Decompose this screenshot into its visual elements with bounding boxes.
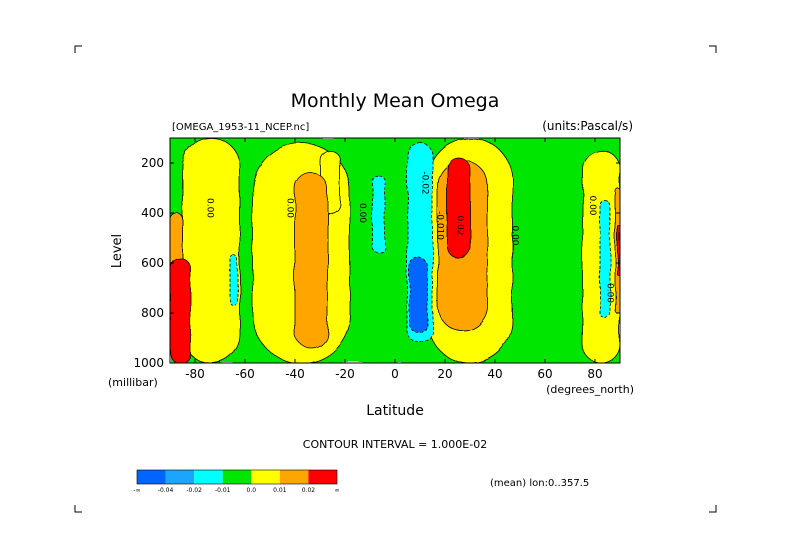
x-tick-label-4: 0: [391, 367, 399, 381]
x-tick-label-7: 60: [537, 367, 552, 381]
x-tick-label-2: -40: [285, 367, 305, 381]
chart-subtitle-right: (units:Pascal/s): [542, 119, 633, 133]
colorbar-swatch-2: [194, 470, 223, 484]
contour-label-3: -0.02: [420, 171, 430, 194]
colorbar: -∞ -0.04 -0.02 -0.01 0.0 0.01 0.02 ∞: [133, 469, 340, 494]
colorbar-label-5: 0.01: [273, 487, 287, 494]
x-tick-label-5: 20: [437, 367, 452, 381]
colorbar-swatch-5: [279, 470, 309, 484]
y-axis: 200 400 600 800 1000: [133, 156, 620, 370]
mean-annotation: (mean) lon:0..357.5: [490, 478, 589, 489]
contour-region-0: [170, 138, 620, 363]
colorbar-label-4: 0.0: [247, 487, 257, 494]
x-tick-label-1: -60: [235, 367, 255, 381]
contour-label-1: 0.00: [285, 198, 295, 218]
colorbar-swatch-1: [165, 470, 195, 484]
contour-label-4: -0.010: [435, 211, 445, 240]
colorbar-label-6: 0.02: [302, 487, 316, 494]
contour-region-16: [170, 257, 191, 363]
y-axis-label: Level: [110, 234, 125, 268]
colorbar-label-1: -0.04: [158, 487, 174, 494]
plot-area: 0.00 0.00 0.00 -0.02 -0.010 0.02 0.00 0.00 0.00: [170, 138, 620, 363]
contour-region-6: [294, 172, 328, 349]
contour-region-12: [229, 255, 238, 306]
x-tick-label-8: 80: [587, 367, 602, 381]
contour-label-0: 0.00: [205, 198, 215, 218]
contour-regions: [170, 138, 620, 363]
y-tick-label-0: 200: [141, 156, 164, 170]
contour-label-7: 0.00: [587, 195, 597, 215]
contour-label-6: 0.00: [510, 225, 520, 245]
contour-region-14: [409, 257, 428, 334]
colorbar-swatch-6: [308, 470, 337, 484]
y-tick-label-3: 800: [141, 306, 164, 320]
y-axis-units: (millibar): [108, 376, 158, 389]
contour-region-13: [599, 200, 611, 319]
y-tick-label-2: 600: [141, 256, 164, 270]
colorbar-swatch-3: [222, 470, 252, 484]
x-axis: -80 -60 -40 -20 0 20 40 60 80: [185, 138, 603, 381]
colorbar-label-3: -0.01: [215, 487, 231, 494]
colorbar-label-7: ∞: [335, 487, 340, 494]
colorbar-swatch-0: [137, 470, 166, 484]
contour-labels: 0.00 0.00 0.00 -0.02 -0.010 0.02 0.00 0.00 0.00: [205, 171, 615, 303]
colorbar-label-0: -∞: [133, 487, 140, 494]
colorbar-frame: [136, 469, 338, 485]
contour-label-2: 0.00: [357, 203, 367, 223]
y-tick-label-4: 1000: [133, 356, 164, 370]
x-axis-label: Latitude: [366, 403, 424, 419]
contour-region-1: [182, 138, 241, 363]
x-axis-units: (degrees_north): [546, 383, 634, 396]
colorbar-label-2: -0.02: [186, 487, 202, 494]
chart-title: Monthly Mean Omega: [291, 90, 500, 112]
crop-marks: [74, 45, 717, 513]
y-tick-label-1: 400: [141, 206, 164, 220]
chart-subtitle-left: [OMEGA_1953-11_NCEP.nc]: [172, 122, 309, 133]
contour-interval-note: CONTOUR INTERVAL = 1.000E-02: [303, 438, 487, 451]
contour-region-11: [372, 175, 386, 254]
x-tick-label-3: -20: [335, 367, 355, 381]
contour-label-5: 0.02: [455, 215, 465, 235]
contour-region-15: [447, 157, 471, 259]
contour-label-8: 0.00: [605, 283, 615, 303]
x-tick-label-6: 40: [487, 367, 502, 381]
colorbar-swatch-4: [251, 470, 280, 484]
x-tick-label-0: -80: [185, 367, 205, 381]
